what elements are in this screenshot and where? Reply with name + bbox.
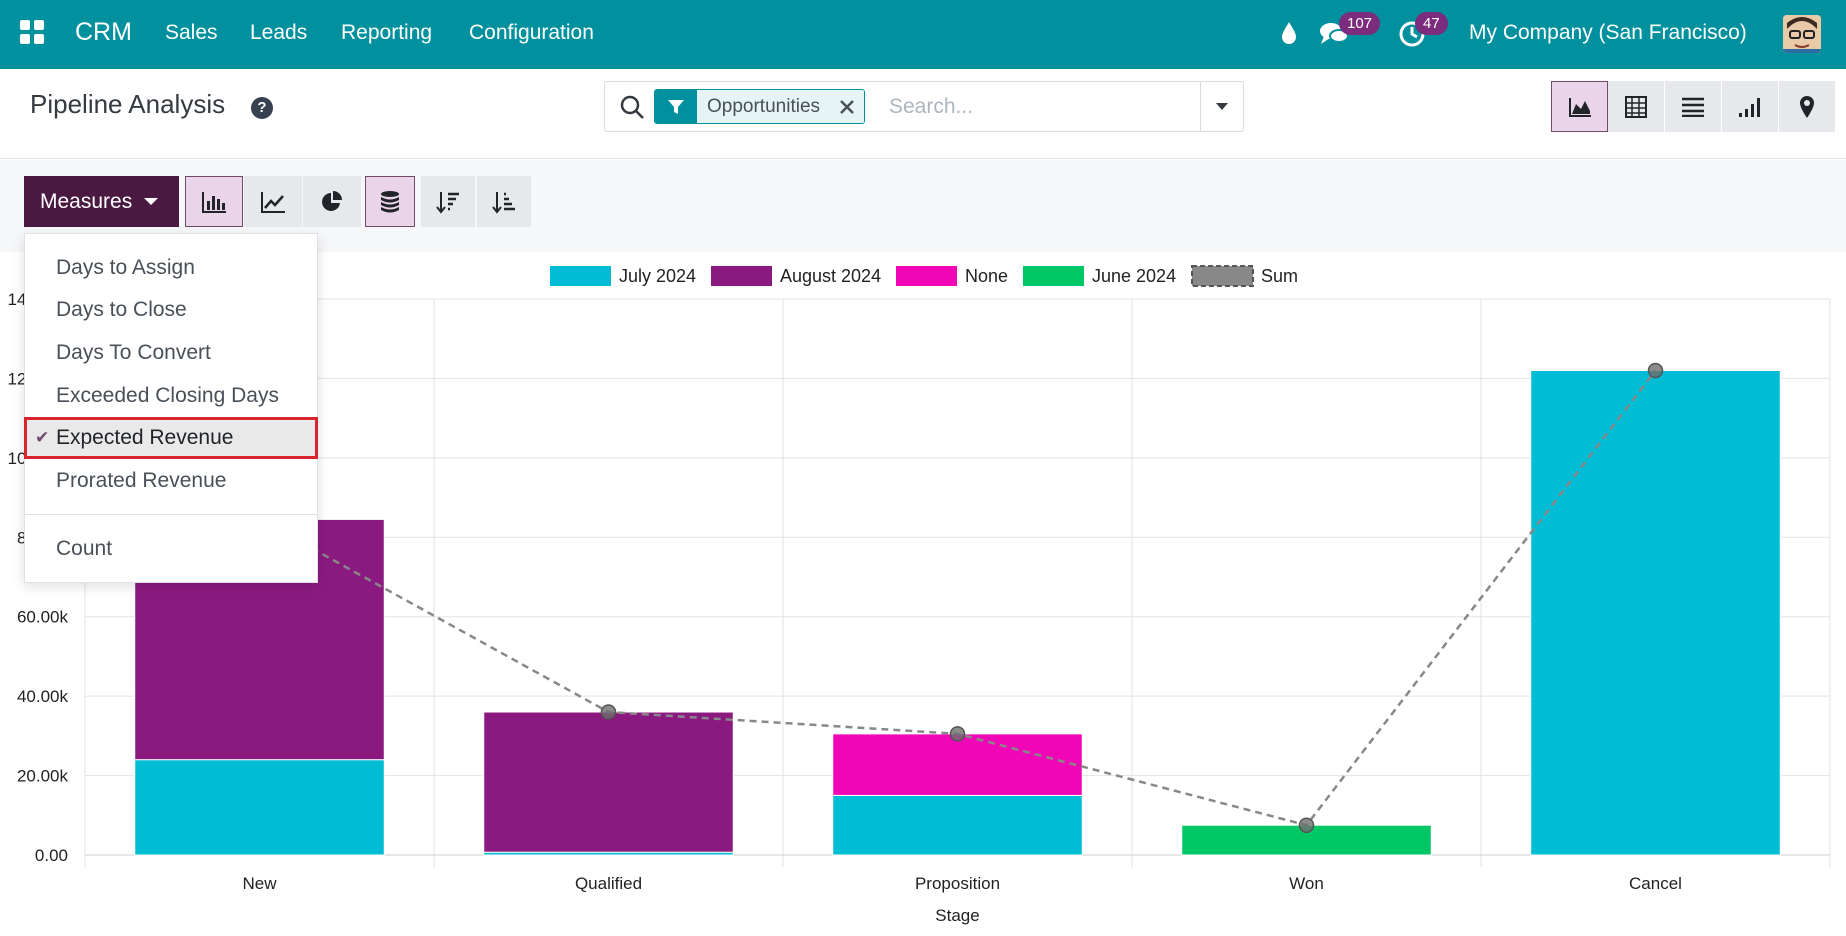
x-tick-label: Qualified <box>575 874 642 893</box>
map-view-button[interactable] <box>1779 81 1836 132</box>
x-tick-label: Won <box>1289 874 1324 893</box>
measure-count[interactable]: Count <box>56 537 113 560</box>
bar-july-2024-proposition <box>832 794 1083 856</box>
y-tick-label: 40.00k <box>17 687 69 706</box>
menu-leads[interactable]: Leads <box>250 21 308 44</box>
user-avatar[interactable] <box>1783 15 1821 53</box>
legend-label-sum: Sum <box>1261 266 1298 286</box>
legend-swatch-none <box>896 266 957 286</box>
measure-exceeded-closing-days[interactable]: Exceeded Closing Days <box>56 384 279 407</box>
measure-days-to-convert[interactable]: Days To Convert <box>56 341 211 364</box>
list-icon <box>1682 97 1704 117</box>
table-icon <box>1625 95 1647 118</box>
sort-descending-icon <box>436 191 459 214</box>
graph-view-button[interactable] <box>1551 81 1608 132</box>
search-input[interactable] <box>889 91 1189 123</box>
measure-days-to-assign[interactable]: Days to Assign <box>56 256 195 279</box>
legend-label-none: None <box>965 266 1008 286</box>
legend-swatch-sum <box>1191 265 1254 287</box>
bar-chart-icon <box>202 191 226 213</box>
app-brand[interactable]: CRM <box>75 18 132 46</box>
sum-point <box>1647 362 1664 379</box>
sort-ascending-icon <box>492 191 515 214</box>
x-tick-label: Cancel <box>1629 874 1682 893</box>
signal-icon <box>1739 97 1760 117</box>
view-switcher <box>1551 81 1836 132</box>
menu-reporting[interactable]: Reporting <box>341 21 433 44</box>
y-tick-label: 0.00 <box>35 846 68 865</box>
caret-down-icon <box>144 198 159 205</box>
legend-label-july-2024: July 2024 <box>619 266 696 286</box>
measure-expected-revenue-label: Expected Revenue <box>56 426 234 449</box>
search-bar: Opportunities <box>604 81 1244 132</box>
menu-sales[interactable]: Sales <box>165 21 218 44</box>
measure-expected-revenue[interactable]: ✔ Expected Revenue <box>24 417 318 459</box>
x-axis-title: Stage <box>935 906 979 925</box>
legend-label-june-2024: June 2024 <box>1092 266 1176 286</box>
activities-badge: 47 <box>1415 12 1448 35</box>
facet-remove-icon[interactable] <box>830 90 865 123</box>
page-title: Pipeline Analysis <box>30 89 226 119</box>
measure-days-to-close[interactable]: Days to Close <box>56 298 187 321</box>
filter-icon <box>655 90 697 123</box>
measures-label: Measures <box>40 189 133 213</box>
control-panel: Pipeline Analysis ? Opportunities <box>0 69 1846 159</box>
sum-point <box>949 726 966 742</box>
drop-icon[interactable] <box>1272 16 1306 50</box>
messages-badge: 107 <box>1339 12 1381 35</box>
legend-swatch-july-2024 <box>550 266 611 286</box>
line-chart-button[interactable] <box>244 176 302 227</box>
chart-area: 0.0020.00k40.00k60.00k80.00k100.00k120.0… <box>0 252 1846 931</box>
facet-label: Opportunities <box>697 90 831 123</box>
pivot-view-button[interactable] <box>1608 81 1665 132</box>
bar-july-2024-cancel <box>1530 369 1781 856</box>
search-facet: Opportunities <box>654 89 866 124</box>
sort-descending-button[interactable] <box>421 176 475 227</box>
y-tick-label: 20.00k <box>17 767 69 786</box>
legend-swatch-june-2024 <box>1023 266 1084 286</box>
bar-none-proposition <box>832 733 1083 796</box>
measure-prorated-revenue[interactable]: Prorated Revenue <box>56 469 227 492</box>
legend-swatch-august-2024 <box>711 266 772 286</box>
x-tick-label: New <box>242 874 277 893</box>
messages-icon[interactable] <box>1317 16 1351 50</box>
sum-point <box>600 704 617 720</box>
legend-label-august-2024: August 2024 <box>780 266 881 286</box>
database-icon <box>381 190 399 212</box>
pipeline-chart: 0.0020.00k40.00k60.00k80.00k100.00k120.0… <box>8 265 1831 925</box>
chevron-down-icon <box>1216 103 1228 110</box>
list-view-button[interactable] <box>1665 81 1722 132</box>
bar-chart-button[interactable] <box>185 176 243 227</box>
area-chart-icon <box>1568 97 1591 117</box>
stacked-button[interactable] <box>365 176 415 227</box>
top-navbar: CRM Sales Leads Reporting Configuration … <box>0 0 1846 69</box>
check-icon: ✔ <box>35 428 50 447</box>
menu-configuration[interactable]: Configuration <box>469 21 594 44</box>
y-tick-label: 60.00k <box>17 608 69 627</box>
search-icon[interactable] <box>619 94 645 120</box>
map-marker-icon <box>1800 95 1814 118</box>
apps-menu-icon[interactable] <box>20 20 48 48</box>
measures-dropdown: Days to Assign Days to Close Days To Con… <box>24 233 318 583</box>
bar-august-2024-qualified <box>483 711 734 853</box>
dropdown-divider <box>25 514 317 515</box>
line-chart-icon <box>261 191 285 213</box>
pie-chart-button[interactable] <box>303 176 361 227</box>
search-options-toggle[interactable] <box>1200 82 1243 131</box>
x-tick-label: Proposition <box>915 874 1000 893</box>
bar-july-2024-new <box>134 759 385 856</box>
company-switcher[interactable]: My Company (San Francisco) <box>1469 21 1747 44</box>
sum-point <box>1298 817 1315 833</box>
sort-ascending-button[interactable] <box>477 176 531 227</box>
measures-button[interactable]: Measures <box>24 176 179 227</box>
pie-chart-icon <box>322 190 342 211</box>
cohort-view-button[interactable] <box>1722 81 1779 132</box>
help-icon[interactable]: ? <box>251 97 273 119</box>
